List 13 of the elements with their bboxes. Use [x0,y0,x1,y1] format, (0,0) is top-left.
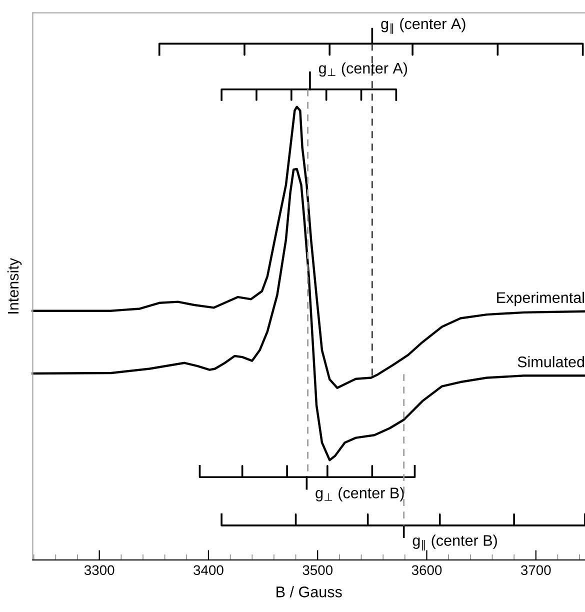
x-tick-label: 3300 [84,565,114,576]
x-tick-label: 3400 [194,565,224,576]
x-axis-title: B / Gauss [276,586,342,598]
y-axis-title: Intensity [7,258,22,314]
x-tick-label: 3600 [412,565,442,576]
series-label: Experimental [497,292,584,306]
x-tick-label: 3700 [520,565,551,576]
annotation: g$_{⊥}$ (center A) [318,62,408,77]
annotation: g$_{⊥}$ (center B) [316,487,404,502]
annotation: g$_{∥}$ (center A) [381,18,466,34]
x-tick-label: 3500 [302,565,333,576]
annotation: g$_{∥}$ (center B) [412,534,497,551]
series-label: Simulated [518,356,584,368]
